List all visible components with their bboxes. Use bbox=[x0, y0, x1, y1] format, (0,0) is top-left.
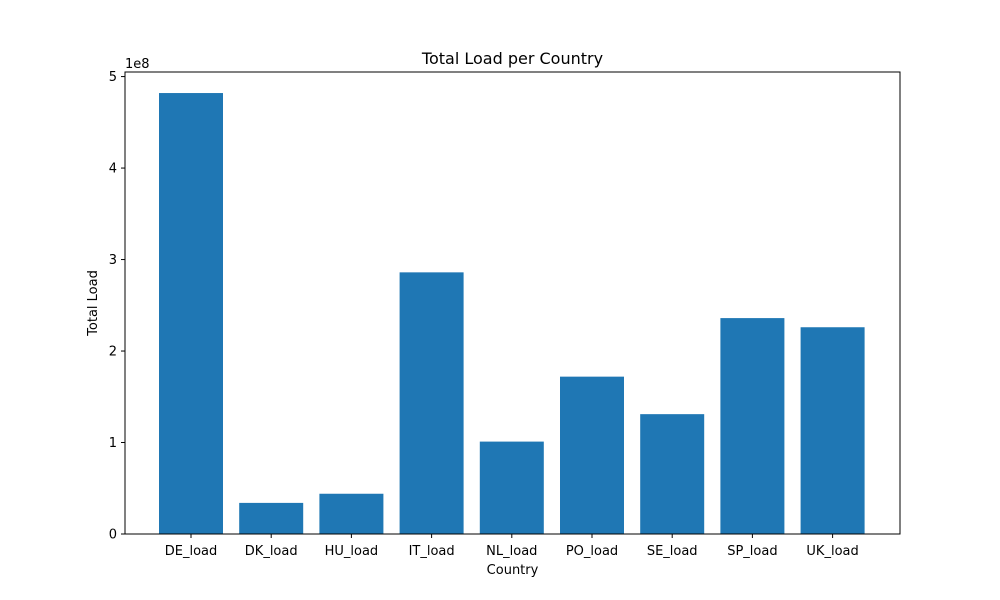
x-tick-label: DE_load bbox=[165, 544, 218, 559]
bar-IT_load bbox=[399, 272, 464, 534]
y-tick-label: 2 bbox=[109, 345, 117, 360]
x-tick-label: NL_load bbox=[486, 544, 537, 559]
bar-UK_load bbox=[800, 327, 865, 534]
y-axis-label: Total Load bbox=[86, 270, 101, 337]
bar-PO_load bbox=[560, 376, 624, 534]
bars-group bbox=[159, 93, 865, 534]
y-tick-label: 5 bbox=[109, 70, 117, 85]
y-tick-label: 0 bbox=[109, 528, 117, 543]
x-tick-label: UK_load bbox=[806, 544, 858, 559]
bar-HU_load bbox=[319, 493, 384, 534]
x-axis-ticks: DE_load DK_load HU_load IT_load NL_load PO_lo… bbox=[165, 534, 859, 559]
y-tick-label: 3 bbox=[109, 253, 117, 268]
bar-DK_load bbox=[239, 502, 304, 534]
y-tick-label: 1 bbox=[109, 436, 117, 451]
plot-frame bbox=[124, 71, 901, 535]
y-axis-ticks: 0 1 2 3 4 5 bbox=[109, 70, 125, 543]
x-tick-label: IT_load bbox=[409, 544, 455, 559]
bar-NL_load bbox=[479, 441, 544, 534]
x-tick-label: DK_load bbox=[245, 544, 298, 559]
x-tick-label: HU_load bbox=[325, 544, 379, 559]
x-tick-label: SE_load bbox=[647, 544, 698, 559]
x-tick-label: SP_load bbox=[727, 544, 777, 559]
x-tick-label: PO_load bbox=[566, 544, 618, 559]
bar-SE_load bbox=[640, 414, 705, 534]
bar-DE_load bbox=[159, 93, 223, 534]
x-axis-label: Country bbox=[487, 563, 539, 578]
bar-SP_load bbox=[720, 318, 785, 534]
chart-title: Total Load per Country bbox=[421, 49, 603, 68]
y-offset-label: 1e8 bbox=[125, 57, 150, 72]
y-tick-label: 4 bbox=[109, 162, 117, 177]
